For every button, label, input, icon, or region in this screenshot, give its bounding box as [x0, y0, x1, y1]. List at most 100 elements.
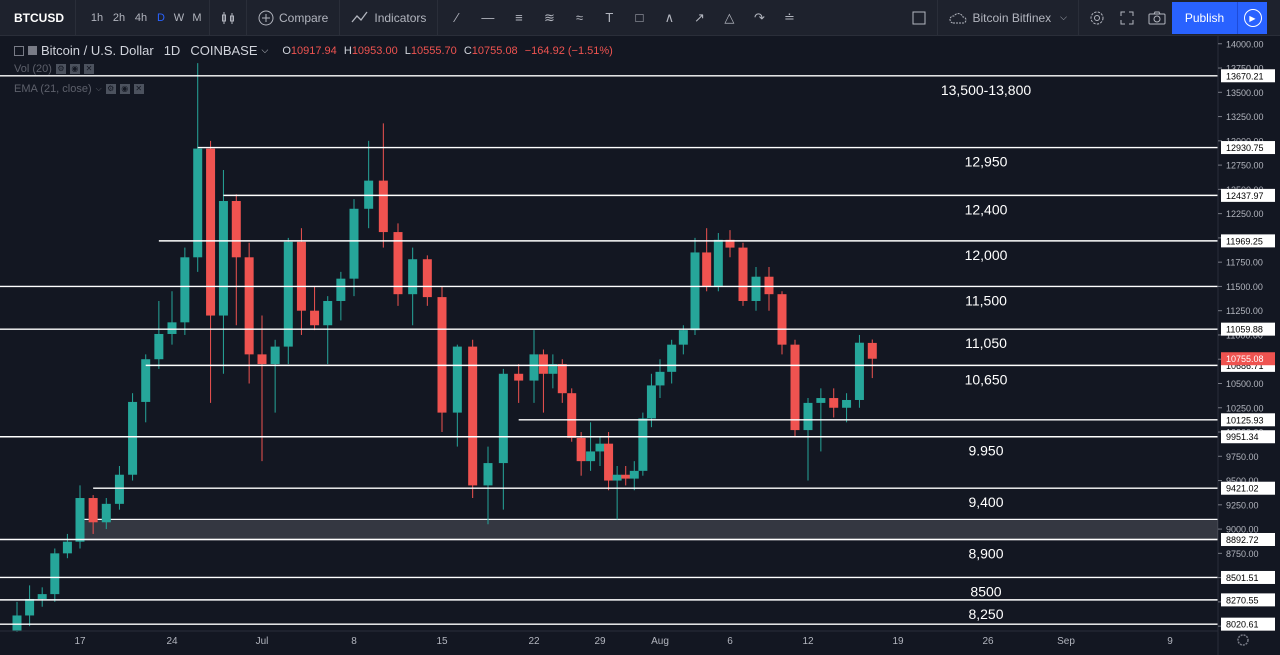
play-icon: ▶ [1243, 9, 1262, 27]
brush-icon[interactable]: ↷ [753, 9, 765, 25]
high-label: H [343, 44, 352, 57]
candle-body [713, 239, 723, 287]
x-tick-label: 29 [594, 636, 606, 647]
x-tick-label: 24 [166, 636, 178, 647]
pitchfork-icon[interactable]: ≋ [543, 9, 555, 25]
candle-body [128, 401, 138, 475]
candle-body [548, 364, 558, 374]
text-icon[interactable]: T [605, 10, 614, 25]
layout-label: Bitcoin Bitfinex [972, 10, 1052, 25]
level-price-tag [1221, 141, 1275, 155]
axis-settings-icon[interactable] [1237, 634, 1249, 646]
path-icon[interactable]: ≐ [783, 9, 795, 25]
chevron-down-icon[interactable]: ⌵ [95, 84, 102, 93]
y-tick-label: 12250.00 [1226, 209, 1264, 219]
fib-icon[interactable]: ≡ [515, 10, 523, 25]
trend-line-icon[interactable]: ∕ [455, 10, 458, 25]
chart-background [0, 36, 1280, 655]
close-icon[interactable]: ✕ [83, 64, 94, 74]
close-icon[interactable]: ✕ [133, 84, 144, 94]
abc-pattern-icon[interactable]: ∧ [664, 9, 675, 25]
rectangle-icon[interactable]: □ [635, 10, 644, 25]
x-tick-label: Aug [651, 636, 669, 647]
eye-icon[interactable]: ◉ [69, 64, 80, 74]
collapse-icon[interactable] [14, 45, 24, 56]
candle-body [393, 232, 403, 295]
indicators-icon [351, 11, 368, 22]
candle-body [576, 437, 586, 462]
interval-1h[interactable]: 1h [90, 11, 104, 24]
level-price-tag-label: 8501.51 [1226, 573, 1259, 583]
x-tick-label: Jul [256, 636, 269, 647]
eye-icon[interactable]: ◉ [119, 84, 130, 94]
price-chart[interactable]: 8000.008250.008500.008750.009000.009250.… [0, 36, 1280, 655]
symbol-search[interactable]: BTCUSD [0, 0, 76, 36]
low-value: 10555.70 [410, 44, 457, 57]
candle-body [270, 346, 280, 365]
legend-interval: 1D [163, 43, 181, 58]
x-tick-label: 22 [528, 636, 540, 647]
settings-icon[interactable]: ⚙ [55, 64, 66, 74]
horizontal-line-icon[interactable]: — [481, 10, 495, 25]
candle-body [842, 399, 852, 408]
compare-label: Compare [279, 10, 329, 25]
candle-body [816, 398, 826, 403]
candle-body [101, 503, 111, 523]
candle-body [468, 346, 478, 486]
legend-exchange: COINBASE [190, 43, 258, 58]
y-tick-label: 13250.00 [1226, 112, 1264, 122]
candle-body [646, 385, 656, 419]
elliott-icon[interactable]: ≈ [575, 10, 583, 25]
candle-body [12, 615, 22, 631]
candle-body [88, 498, 98, 523]
level-price-tag-label: 9421.02 [1226, 484, 1259, 494]
open-value: 10917.94 [290, 44, 337, 57]
candle-body [408, 259, 418, 295]
candle-body [75, 498, 85, 542]
candle-body [586, 451, 596, 462]
settings-icon[interactable]: ⚙ [105, 84, 116, 94]
measure-icon[interactable]: ↗ [693, 9, 705, 25]
candle-body [514, 373, 524, 381]
candle-body [50, 553, 60, 595]
triangle-icon[interactable]: △ [724, 9, 735, 25]
y-tick-label: 13500.00 [1226, 88, 1264, 98]
candlestick-style-icon[interactable] [213, 0, 243, 36]
replay-button[interactable]: ▶ [1237, 2, 1267, 34]
ema-indicator[interactable]: EMA (21, close) ⌵ ⚙ ◉ ✕ [14, 83, 144, 95]
level-annotation: 12,400 [965, 201, 1008, 217]
compare-button[interactable]: Compare [250, 0, 336, 36]
camera-icon[interactable] [1142, 0, 1172, 36]
close-value: 10755.08 [471, 44, 518, 57]
y-tick-label: 9000.00 [1226, 525, 1259, 535]
level-price-tag-label: 8892.72 [1226, 535, 1259, 545]
gear-icon[interactable] [1082, 0, 1112, 36]
candle-body [612, 474, 622, 481]
current-price-tag [1221, 352, 1275, 366]
level-annotation: 9.950 [968, 443, 1003, 459]
indicators-button[interactable]: Indicators [343, 0, 434, 36]
level-annotation: 13,500-13,800 [941, 82, 1032, 98]
interval-1d[interactable]: D [157, 11, 165, 24]
interval-2h[interactable]: 2h [112, 11, 126, 24]
publish-button[interactable]: Publish [1172, 2, 1237, 34]
layout-selector[interactable]: Bitcoin Bitfinex ⌵ [941, 0, 1075, 36]
x-tick-label: 15 [436, 636, 448, 647]
interval-1w[interactable]: W [173, 11, 185, 24]
candle-body [557, 364, 567, 394]
level-price-tag [1221, 532, 1275, 546]
candle-body [604, 443, 614, 481]
y-tick-label: 9500.00 [1226, 476, 1259, 486]
top-toolbar: BTCUSD 1h 2h 4h D W M Compare Indicators… [0, 0, 1280, 36]
maximize-square-icon[interactable] [904, 0, 934, 36]
fullscreen-icon[interactable] [1112, 0, 1142, 36]
y-tick-label: 10250.00 [1226, 403, 1264, 413]
candle-body [777, 294, 787, 345]
volume-indicator-label: Vol (20) [14, 63, 52, 75]
candle-body [422, 259, 432, 298]
interval-4h[interactable]: 4h [134, 11, 148, 24]
volume-indicator[interactable]: Vol (20) ⚙ ◉ ✕ [14, 63, 94, 75]
chevron-down-icon[interactable]: ⌵ [261, 45, 269, 55]
interval-1m[interactable]: M [192, 11, 202, 24]
candle-body [62, 541, 72, 554]
